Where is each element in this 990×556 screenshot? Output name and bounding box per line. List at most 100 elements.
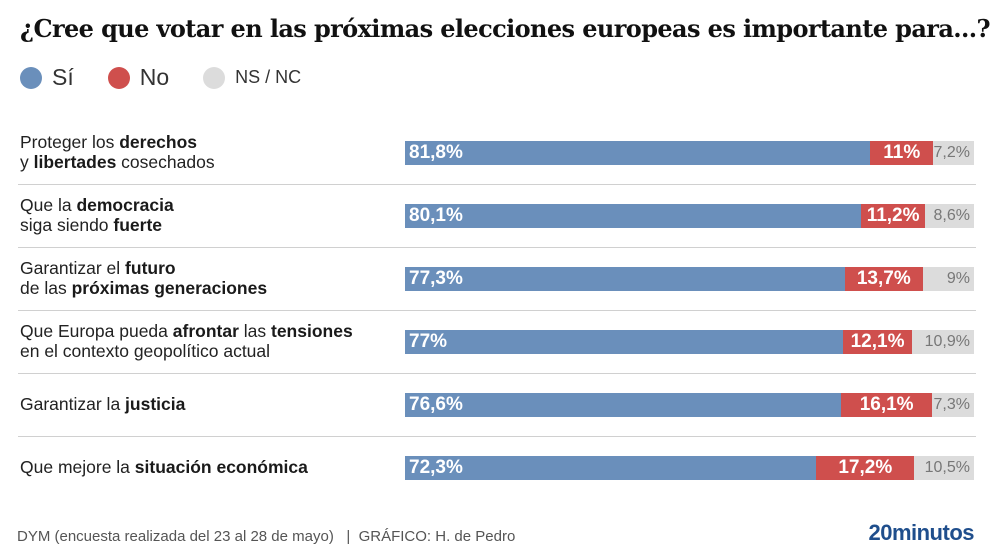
legend-swatch-si bbox=[20, 66, 42, 89]
category-label: Que mejore la situación económica bbox=[20, 457, 400, 477]
data-label: 8,6% bbox=[933, 207, 970, 224]
bar-segment-no: 13,7% bbox=[844, 267, 923, 291]
stacked-bar: 77,3% 13,7% 9% bbox=[405, 267, 974, 291]
category-label-line: Que la democracia bbox=[20, 195, 400, 215]
category-label-bold: situación económica bbox=[134, 457, 308, 477]
category-label-bold: afrontar bbox=[172, 321, 239, 341]
stacked-bar: 81,8% 11% 7,2% bbox=[405, 141, 974, 165]
data-label: 81,8% bbox=[409, 142, 463, 163]
chart-title: ¿Cree que votar en las próximas eleccion… bbox=[20, 14, 990, 43]
data-label: 76,6% bbox=[409, 394, 463, 415]
row-divider bbox=[18, 373, 976, 374]
category-label-line: Proteger los derechos bbox=[20, 132, 400, 152]
category-label-line: y libertades cosechados bbox=[20, 152, 400, 172]
category-label: Garantizar el futuro de las próximas gene… bbox=[20, 258, 400, 298]
data-label: 9% bbox=[946, 270, 970, 287]
chart-row: Proteger los derechos y libertades cosech… bbox=[0, 122, 990, 185]
bar-segment-si: 77% bbox=[405, 330, 844, 354]
category-label-line: Que Europa pueda afrontar las tensiones bbox=[20, 321, 400, 341]
category-label-text: Que Europa pueda bbox=[20, 321, 173, 341]
category-label-text: siga siendo bbox=[20, 215, 114, 235]
bar-segment-no: 16,1% bbox=[840, 393, 933, 417]
row-divider bbox=[18, 310, 976, 311]
data-label: 16,1% bbox=[859, 394, 914, 415]
data-label: 77% bbox=[409, 331, 448, 352]
bar-segment-nsnc: 9% bbox=[922, 267, 974, 291]
row-divider bbox=[18, 247, 976, 248]
category-label-line: en el contexto geopolítico actual bbox=[20, 341, 400, 361]
data-label: 10,5% bbox=[924, 459, 970, 476]
source-note: DYM (encuesta realizada del 23 al 28 de … bbox=[17, 528, 516, 545]
legend-item-si: Sí bbox=[20, 64, 74, 91]
category-label-line: Garantizar el futuro bbox=[20, 258, 400, 278]
chart-row: Que la democracia siga siendo fuerte 80,1%… bbox=[0, 185, 990, 248]
legend: Sí No NS / NC bbox=[20, 64, 335, 91]
legend-swatch-no bbox=[107, 66, 130, 89]
data-label: 77,3% bbox=[409, 268, 463, 289]
bar-segment-no: 11,2% bbox=[861, 204, 925, 228]
category-label-bold: derechos bbox=[119, 132, 198, 152]
bar-segment-nsnc: 10,5% bbox=[914, 456, 974, 480]
chart-row: Garantizar el futuro de las próximas gene… bbox=[0, 248, 990, 311]
category-label-line: Garantizar la justicia bbox=[20, 394, 400, 414]
bar-segment-nsnc: 7,2% bbox=[933, 141, 974, 165]
data-label: 7,2% bbox=[933, 144, 970, 161]
row-divider bbox=[18, 184, 976, 185]
chart-row: Que Europa pueda afrontar las tensiones e… bbox=[0, 311, 990, 374]
chart-row: Garantizar la justicia 76,6% 16,1% 7,3% bbox=[0, 374, 990, 437]
bar-segment-no: 11% bbox=[870, 141, 934, 165]
bar-segment-nsnc: 8,6% bbox=[925, 204, 974, 228]
category-label-bold: justicia bbox=[125, 394, 186, 414]
category-label-bold: futuro bbox=[125, 258, 176, 278]
category-label-text: Que la bbox=[20, 195, 77, 215]
data-label: 10,9% bbox=[924, 333, 970, 350]
category-label: Que la democracia siga siendo fuerte bbox=[20, 195, 400, 235]
category-label-text: y bbox=[20, 152, 34, 172]
stacked-bar: 77% 12,1% 10,9% bbox=[405, 330, 974, 354]
bar-segment-no: 17,2% bbox=[816, 456, 915, 480]
brand-logo: 20minutos bbox=[868, 520, 974, 545]
category-label-line: de las próximas generaciones bbox=[20, 278, 400, 298]
bar-segment-si: 77,3% bbox=[405, 267, 845, 291]
data-label: 72,3% bbox=[409, 457, 463, 478]
data-label: 80,1% bbox=[409, 205, 463, 226]
legend-label-no: No bbox=[139, 64, 170, 90]
category-label-text: cosechados bbox=[116, 152, 215, 172]
category-label: Que Europa pueda afrontar las tensiones e… bbox=[20, 321, 400, 361]
category-label-text: las bbox=[238, 321, 271, 341]
category-label: Garantizar la justicia bbox=[20, 394, 400, 414]
category-label-bold: tensiones bbox=[271, 321, 353, 341]
category-label-line: siga siendo fuerte bbox=[20, 215, 400, 235]
category-label-text: Garantizar el bbox=[20, 258, 126, 278]
category-label-text: en el contexto geopolítico actual bbox=[20, 341, 271, 361]
category-label-bold: fuerte bbox=[113, 215, 163, 235]
bar-segment-no: 12,1% bbox=[843, 330, 912, 354]
data-label: 7,3% bbox=[933, 396, 970, 413]
bar-segment-si: 72,3% bbox=[405, 456, 817, 480]
legend-item-nsnc: NS / NC bbox=[203, 66, 302, 89]
stacked-bar: 76,6% 16,1% 7,3% bbox=[405, 393, 974, 417]
category-label-text: Que mejore la bbox=[20, 457, 135, 477]
data-label: 17,2% bbox=[838, 457, 893, 478]
data-label: 11% bbox=[883, 142, 921, 163]
data-label: 12,1% bbox=[850, 331, 905, 352]
stacked-bar: 80,1% 11,2% 8,6% bbox=[405, 204, 974, 228]
bar-segment-si: 76,6% bbox=[405, 393, 841, 417]
legend-label-nsnc: NS / NC bbox=[235, 67, 302, 87]
category-label-text: de las bbox=[20, 278, 72, 298]
bar-segment-si: 80,1% bbox=[405, 204, 862, 228]
legend-label-si: Sí bbox=[52, 64, 74, 90]
stacked-bar: 72,3% 17,2% 10,5% bbox=[405, 456, 974, 480]
bar-segment-si: 81,8% bbox=[405, 141, 871, 165]
category-label-text: Garantizar la bbox=[20, 394, 126, 414]
category-label-bold: democracia bbox=[76, 195, 174, 215]
chart-row: Que mejore la situación económica 72,3% 17… bbox=[0, 437, 990, 500]
legend-item-no: No bbox=[107, 64, 170, 91]
legend-swatch-nsnc bbox=[203, 66, 226, 89]
category-label-bold: libertades bbox=[33, 152, 117, 172]
category-label-line: Que mejore la situación económica bbox=[20, 457, 400, 477]
data-label: 13,7% bbox=[856, 268, 911, 289]
bar-segment-nsnc: 10,9% bbox=[911, 330, 974, 354]
category-label-bold: próximas generaciones bbox=[71, 278, 268, 298]
bar-segment-nsnc: 7,3% bbox=[932, 393, 974, 417]
